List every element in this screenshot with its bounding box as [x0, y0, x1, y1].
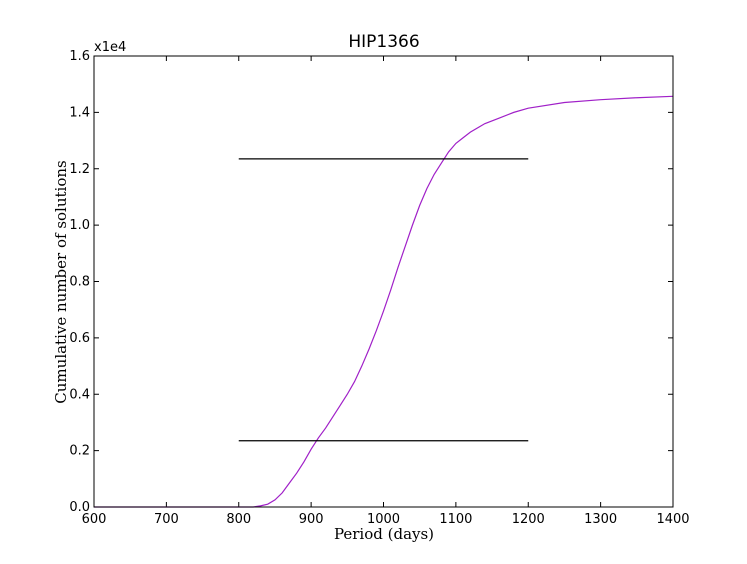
- x-tick-label: 900: [299, 512, 324, 527]
- x-tick-label: 1400: [656, 512, 689, 527]
- y-tick-label: 0.0: [69, 500, 90, 515]
- y-multiplier-label: x1e4: [94, 40, 126, 55]
- y-tick-label: 0.4: [69, 387, 90, 402]
- y-tick-label: 1.0: [69, 218, 90, 233]
- x-tick-label: 600: [82, 512, 107, 527]
- x-tick-label: 1100: [439, 512, 472, 527]
- y-axis-label: Cumulative number of solutions: [52, 160, 70, 403]
- x-axis-label: Period (days): [334, 525, 434, 543]
- x-tick-label: 800: [226, 512, 251, 527]
- x-tick-label: 1000: [367, 512, 400, 527]
- y-tick-label: 0.6: [69, 331, 90, 346]
- y-tick-label: 1.2: [69, 162, 90, 177]
- y-tick-label: 1.6: [69, 49, 90, 64]
- plot-frame: [93, 55, 674, 508]
- x-tick-label: 700: [154, 512, 179, 527]
- y-tick-label: 1.4: [69, 105, 90, 120]
- y-tick-label: 0.2: [69, 444, 90, 459]
- x-tick-label: 1300: [584, 512, 617, 527]
- series-line-cumulative: [94, 95, 674, 508]
- x-tick-label: 1200: [512, 512, 545, 527]
- y-tick-label: 0.8: [69, 275, 90, 290]
- chart-title: HIP1366: [348, 32, 419, 52]
